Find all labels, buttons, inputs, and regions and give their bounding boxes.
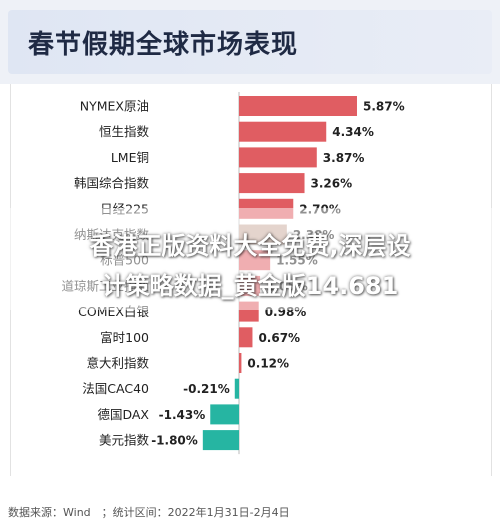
- category-label-10: 意大利指数: [86, 356, 149, 371]
- header-band: 春节假期全球市场表现: [0, 0, 500, 84]
- watermark-line-1: 香港正版资料大全免费,深层设: [89, 232, 411, 260]
- category-label-0: NYMEX原油: [80, 99, 149, 114]
- watermark-overlay: 香港正版资料大全免费,深层设 计策略数据_黄金版14.681: [0, 208, 500, 310]
- bar-11: [234, 378, 239, 399]
- value-label-12: -1.43%: [159, 408, 206, 422]
- category-label-9: 富时100: [100, 330, 149, 345]
- bar-2: [239, 147, 317, 168]
- category-label-12: 德国DAX: [97, 407, 149, 422]
- title-box: 春节假期全球市场表现: [8, 10, 492, 74]
- source-note: 数据来源：Wind ；统计区间：2022年1月31日-2月4日: [8, 506, 290, 519]
- category-label-13: 美元指数: [99, 433, 150, 448]
- watermark-line-2: 计策略数据_黄金版14.681: [101, 272, 399, 300]
- value-label-11: -0.21%: [183, 382, 230, 396]
- bar-12: [210, 404, 239, 425]
- category-label-1: 恒生指数: [99, 124, 150, 139]
- bar-0: [239, 96, 357, 116]
- value-label-2: 3.87%: [323, 151, 365, 165]
- value-label-0: 5.87%: [363, 100, 405, 114]
- value-label-10: 0.12%: [247, 357, 289, 371]
- bar-9: [239, 327, 253, 348]
- bar-13: [202, 430, 239, 451]
- category-label-3: 韩国综合指数: [74, 176, 150, 191]
- category-label-2: LME铜: [111, 150, 149, 165]
- value-label-3: 3.26%: [311, 177, 353, 191]
- category-label-11: 法国CAC40: [82, 381, 149, 396]
- value-label-13: -1.80%: [151, 434, 198, 448]
- bar-10: [239, 353, 242, 373]
- bar-1: [239, 121, 327, 142]
- value-label-9: 0.67%: [258, 331, 300, 345]
- bar-3: [239, 173, 305, 194]
- chart-title: 春节假期全球市场表现: [28, 30, 299, 60]
- value-label-1: 4.34%: [332, 125, 374, 139]
